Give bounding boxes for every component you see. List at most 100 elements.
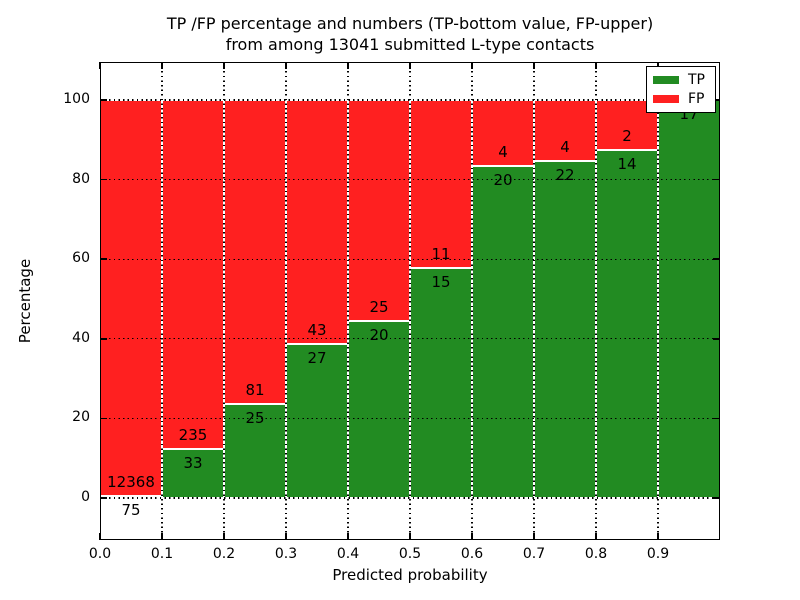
bar-tp-7 <box>534 161 596 498</box>
x-tick-label-5: 0.5 <box>398 546 422 562</box>
y-tick-right-0 <box>713 497 720 499</box>
label-fp-0: 12368 <box>107 472 155 491</box>
bar-fp-6 <box>472 100 534 167</box>
x-tick-bottom-7 <box>533 533 535 540</box>
label-fp-7: 4 <box>560 138 570 157</box>
y-tick-left-80 <box>100 178 107 181</box>
chart-title: TP /FP percentage and numbers (TP-bottom… <box>167 13 653 55</box>
label-tp-3: 27 <box>307 349 327 368</box>
gridline-v-9 <box>657 62 659 540</box>
label-tp-2: 25 <box>245 409 265 428</box>
x-tick-top-9 <box>657 62 659 69</box>
x-tick-top-4 <box>347 62 349 69</box>
y-tick-left-0 <box>100 497 107 499</box>
x-tick-top-1 <box>161 62 163 69</box>
y-tick-label-60: 60 <box>72 250 90 267</box>
x-tick-label-4: 0.4 <box>336 546 360 562</box>
bar-fp-0 <box>100 100 162 496</box>
x-axis-label: Predicted probability <box>332 566 488 584</box>
x-tick-label-3: 0.3 <box>274 546 298 562</box>
tp-color-swatch <box>653 76 679 85</box>
y-tick-left-60 <box>100 258 107 260</box>
bar-edge-boundary-2 <box>224 403 286 406</box>
legend-label-fp: FP <box>688 90 705 107</box>
bar-tp-4 <box>348 321 410 498</box>
x-tick-label-8: 0.8 <box>584 546 608 562</box>
x-tick-top-8 <box>595 62 597 69</box>
bar-edge-boundary-6 <box>472 165 534 168</box>
gridline-v-6 <box>471 62 473 540</box>
label-fp-3: 43 <box>307 321 327 340</box>
x-tick-bottom-5 <box>409 533 411 540</box>
y-tick-right-20 <box>713 417 720 420</box>
x-tick-bottom-2 <box>223 533 225 540</box>
label-tp-6: 20 <box>493 171 513 190</box>
bar-fp-7 <box>534 100 596 162</box>
x-tick-label-2: 0.2 <box>212 546 236 562</box>
chart-title-line1: TP /FP percentage and numbers (TP-bottom… <box>166 14 654 33</box>
bar-tp-5 <box>410 268 472 498</box>
bar-tp-1 <box>162 448 224 498</box>
gridline-v-4 <box>347 62 349 540</box>
x-tick-bottom-9 <box>657 533 659 540</box>
bar-edge-boundary-4 <box>348 320 410 323</box>
x-tick-bottom-4 <box>347 533 349 540</box>
bar-edge-boundary-5 <box>410 267 472 270</box>
label-fp-8: 2 <box>622 126 632 145</box>
bar-edge-boundary-1 <box>162 447 224 450</box>
bar-edge-boundary-0 <box>100 494 162 497</box>
y-tick-label-40: 40 <box>72 329 90 346</box>
legend-entry-fp: FP <box>647 92 715 106</box>
x-tick-label-6: 0.6 <box>460 546 484 562</box>
x-tick-label-0: 0.0 <box>88 546 112 562</box>
bar-tp-6 <box>472 166 534 498</box>
bar-edge-boundary-3 <box>286 343 348 346</box>
x-tick-label-1: 0.1 <box>150 546 174 562</box>
x-tick-bottom-3 <box>285 533 287 540</box>
label-fp-2: 81 <box>245 381 265 400</box>
gridline-v-8 <box>595 62 597 540</box>
y-tick-right-60 <box>713 258 720 260</box>
bar-edge-boundary-8 <box>596 148 658 151</box>
bar-tp-2 <box>224 404 286 498</box>
bar-tp-3 <box>286 344 348 498</box>
label-tp-8: 14 <box>617 154 637 173</box>
bar-fp-1 <box>162 100 224 449</box>
fp-color-swatch <box>653 94 679 103</box>
label-fp-1: 235 <box>178 425 208 444</box>
y-tick-left-20 <box>100 417 107 420</box>
y-tick-label-80: 80 <box>72 170 90 187</box>
x-tick-top-6 <box>471 62 473 69</box>
x-tick-label-9: 0.9 <box>646 546 670 562</box>
x-tick-top-7 <box>533 62 535 69</box>
x-tick-top-5 <box>409 62 411 69</box>
bar-fp-2 <box>224 100 286 405</box>
label-tp-7: 22 <box>555 166 575 185</box>
bar-tp-0 <box>100 495 162 498</box>
label-fp-5: 11 <box>431 245 451 264</box>
y-tick-label-0: 0 <box>81 489 90 505</box>
label-tp-1: 33 <box>183 453 203 472</box>
x-tick-bottom-6 <box>471 533 473 540</box>
y-axis-label: Percentage <box>16 258 34 344</box>
x-tick-top-3 <box>285 62 287 69</box>
gridline-v-7 <box>533 62 535 540</box>
legend: TP FP <box>646 66 716 113</box>
y-tick-right-40 <box>713 338 720 340</box>
legend-entry-tp: TP <box>647 73 715 87</box>
label-tp-4: 20 <box>369 326 389 345</box>
y-tick-right-80 <box>713 178 720 181</box>
x-tick-label-7: 0.7 <box>522 546 546 562</box>
bar-tp-9 <box>658 100 720 498</box>
gridline-v-1 <box>161 62 163 540</box>
x-tick-bottom-1 <box>161 533 163 540</box>
bar-edge-boundary-7 <box>534 160 596 163</box>
x-tick-bottom-8 <box>595 533 597 540</box>
x-tick-top-0 <box>99 62 101 69</box>
label-fp-4: 25 <box>369 298 389 317</box>
x-tick-bottom-0 <box>99 533 101 540</box>
y-tick-label-100: 100 <box>63 91 90 107</box>
chart-title-line2: from among 13041 submitted L-type contac… <box>225 35 595 54</box>
